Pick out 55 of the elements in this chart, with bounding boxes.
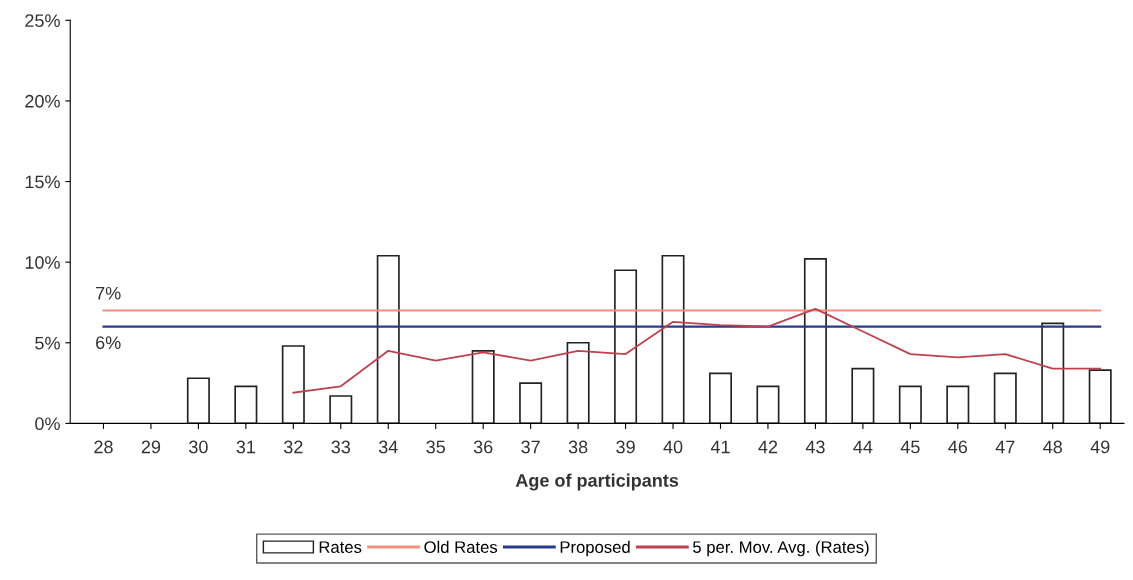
x-tick-label: 44 xyxy=(853,440,873,454)
bar xyxy=(519,382,543,424)
bar xyxy=(708,372,733,424)
annotation: 7% xyxy=(96,286,121,300)
x-tick-label: 45 xyxy=(900,440,920,454)
x-tick-label: 42 xyxy=(758,440,778,454)
x-tick-label: 40 xyxy=(663,440,683,454)
bar xyxy=(756,385,780,424)
bar xyxy=(946,385,970,424)
legend-label: Proposed xyxy=(560,540,630,557)
line-series xyxy=(292,308,1102,394)
x-tick-label: 32 xyxy=(283,440,303,454)
bar xyxy=(281,345,305,424)
x-tick-label: 49 xyxy=(1090,440,1110,454)
y-tick-label: 25% xyxy=(25,14,60,28)
x-tick-label: 41 xyxy=(710,440,730,454)
y-tick-label: 10% xyxy=(25,256,60,269)
x-tick-label: 35 xyxy=(426,440,445,454)
y-tick-label: 15% xyxy=(25,175,60,189)
x-tick-label: 29 xyxy=(141,440,161,454)
bar xyxy=(803,258,827,424)
y-tick-label: 0% xyxy=(35,417,60,431)
y-tick-label: 20% xyxy=(25,94,60,108)
x-tick-label: 31 xyxy=(236,440,256,454)
annotation: 6% xyxy=(96,336,121,350)
x-tick-label: 36 xyxy=(473,440,493,454)
x-tick-label: 34 xyxy=(378,440,398,454)
x-tick-label: 33 xyxy=(331,440,351,454)
legend-label: 5 per. Mov. Avg. (Rates) xyxy=(693,540,869,557)
legend-label: Old Rates xyxy=(424,540,498,554)
bar xyxy=(993,372,1017,424)
x-tick-label: 47 xyxy=(995,440,1015,454)
x-tick-label: 39 xyxy=(616,440,635,454)
bar xyxy=(471,350,495,424)
bar xyxy=(234,385,258,424)
bar xyxy=(566,341,590,424)
bar xyxy=(1088,369,1112,424)
x-tick-label: 28 xyxy=(94,440,113,454)
x-axis-title: Age of participants xyxy=(515,473,679,491)
bar xyxy=(851,367,875,424)
x-tick-label: 30 xyxy=(189,440,208,454)
x-tick-label: 48 xyxy=(1043,440,1062,454)
bar xyxy=(1041,322,1065,424)
x-tick-label: 43 xyxy=(805,440,825,454)
legend-label: Rates xyxy=(319,541,362,554)
bar xyxy=(614,269,638,424)
x-tick-label: 38 xyxy=(568,440,588,454)
y-tick-label: 5% xyxy=(35,336,60,350)
bar xyxy=(376,254,400,424)
bar xyxy=(898,385,922,424)
x-tick-label: 37 xyxy=(521,440,540,454)
bar xyxy=(329,395,353,424)
x-tick-label: 46 xyxy=(948,440,968,454)
bar xyxy=(661,254,685,424)
bar xyxy=(186,377,210,424)
